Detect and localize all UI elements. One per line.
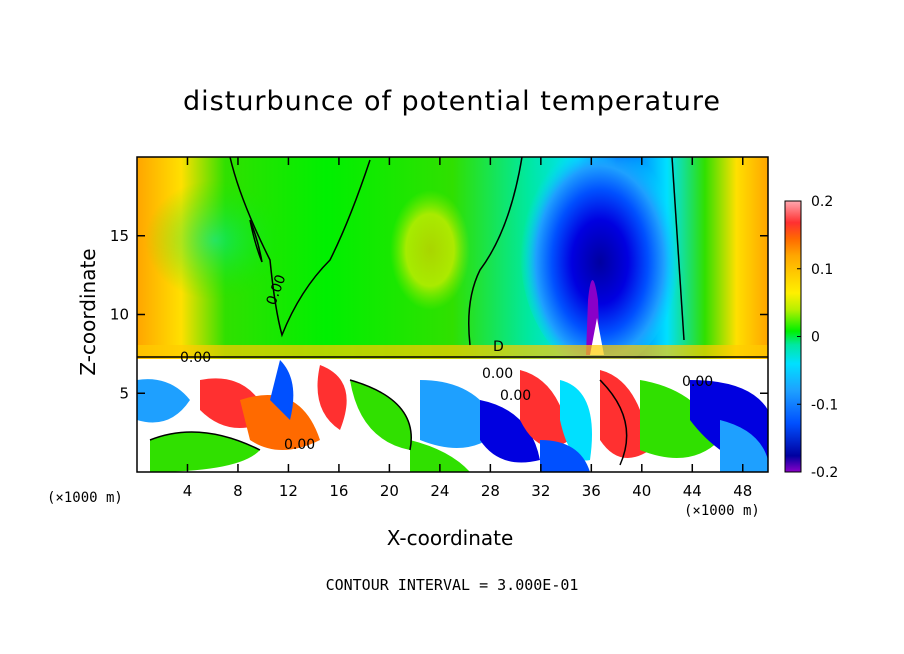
x-tick-label: 40: [632, 482, 651, 500]
contour-label: 0.00: [284, 437, 315, 453]
inversion-band: [137, 345, 768, 359]
x-tick-label: 28: [481, 482, 500, 500]
field-layer: [137, 157, 768, 472]
colorbar-tick-label: -0.1: [811, 397, 838, 413]
x-axis: 4 8 12 16 20 24 28 32 36 40 44 48: [183, 157, 752, 500]
contour-label-group: 0.00 0.00 0.00 0.00 0.00 0.00 D: [180, 273, 713, 453]
contour-line: [149, 431, 261, 451]
contour-line: [249, 219, 263, 263]
x-axis-label: X-coordinate: [386, 526, 514, 550]
colorbar-tick-label: -0.2: [811, 465, 838, 481]
y-axis: 5 10 15: [110, 227, 768, 402]
contour-label: 0.00: [482, 366, 513, 382]
contour-label: 0.00: [180, 350, 211, 366]
contour-label: 0.00: [682, 374, 713, 390]
x-tick-label: 12: [279, 482, 298, 500]
x-unit-right: (×1000 m): [684, 503, 760, 519]
colorbar-tick-label: 0.2: [811, 194, 833, 210]
x-tick-label: 32: [531, 482, 550, 500]
contour-label: D: [493, 339, 504, 355]
colorbar-ticks: 0.2 0.1 0 -0.1 -0.2: [797, 194, 838, 481]
chart-title: disturbunce of potential temperature: [183, 86, 721, 117]
contour-line: [229, 157, 371, 338]
x-tick-label: 8: [233, 482, 243, 500]
contour-line: [599, 379, 628, 466]
blue-core: [520, 157, 680, 370]
x-tick-label: 44: [683, 482, 702, 500]
x-unit-left: (×1000 m): [47, 490, 123, 506]
contour-line: [671, 157, 685, 341]
y-tick-label: 15: [110, 227, 129, 245]
contour-interval-note: CONTOUR INTERVAL = 3.000E-01: [325, 576, 579, 594]
upper-yellow-patch: [390, 190, 470, 310]
lower-blobs: [137, 360, 768, 472]
contour-line: [468, 157, 523, 346]
contour-lines: [137, 157, 768, 466]
contour-label: 0.00: [500, 388, 531, 404]
colorbar-tick-label: 0.1: [811, 262, 833, 278]
x-tick-label: 36: [582, 482, 601, 500]
contour-line: [349, 379, 412, 451]
y-tick-label: 5: [119, 384, 129, 402]
upper-green-patch: [145, 180, 285, 300]
colorbar: 0.2 0.1 0 -0.1 -0.2: [784, 194, 838, 481]
x-tick-label: 48: [733, 482, 752, 500]
x-tick-label: 24: [430, 482, 449, 500]
y-axis-label: Z-coordinate: [76, 248, 100, 376]
x-tick-label: 20: [380, 482, 399, 500]
colorbar-tick-label: 0: [811, 330, 820, 346]
x-tick-label: 16: [329, 482, 348, 500]
y-tick-label: 10: [110, 306, 129, 324]
x-tick-label: 4: [183, 482, 193, 500]
